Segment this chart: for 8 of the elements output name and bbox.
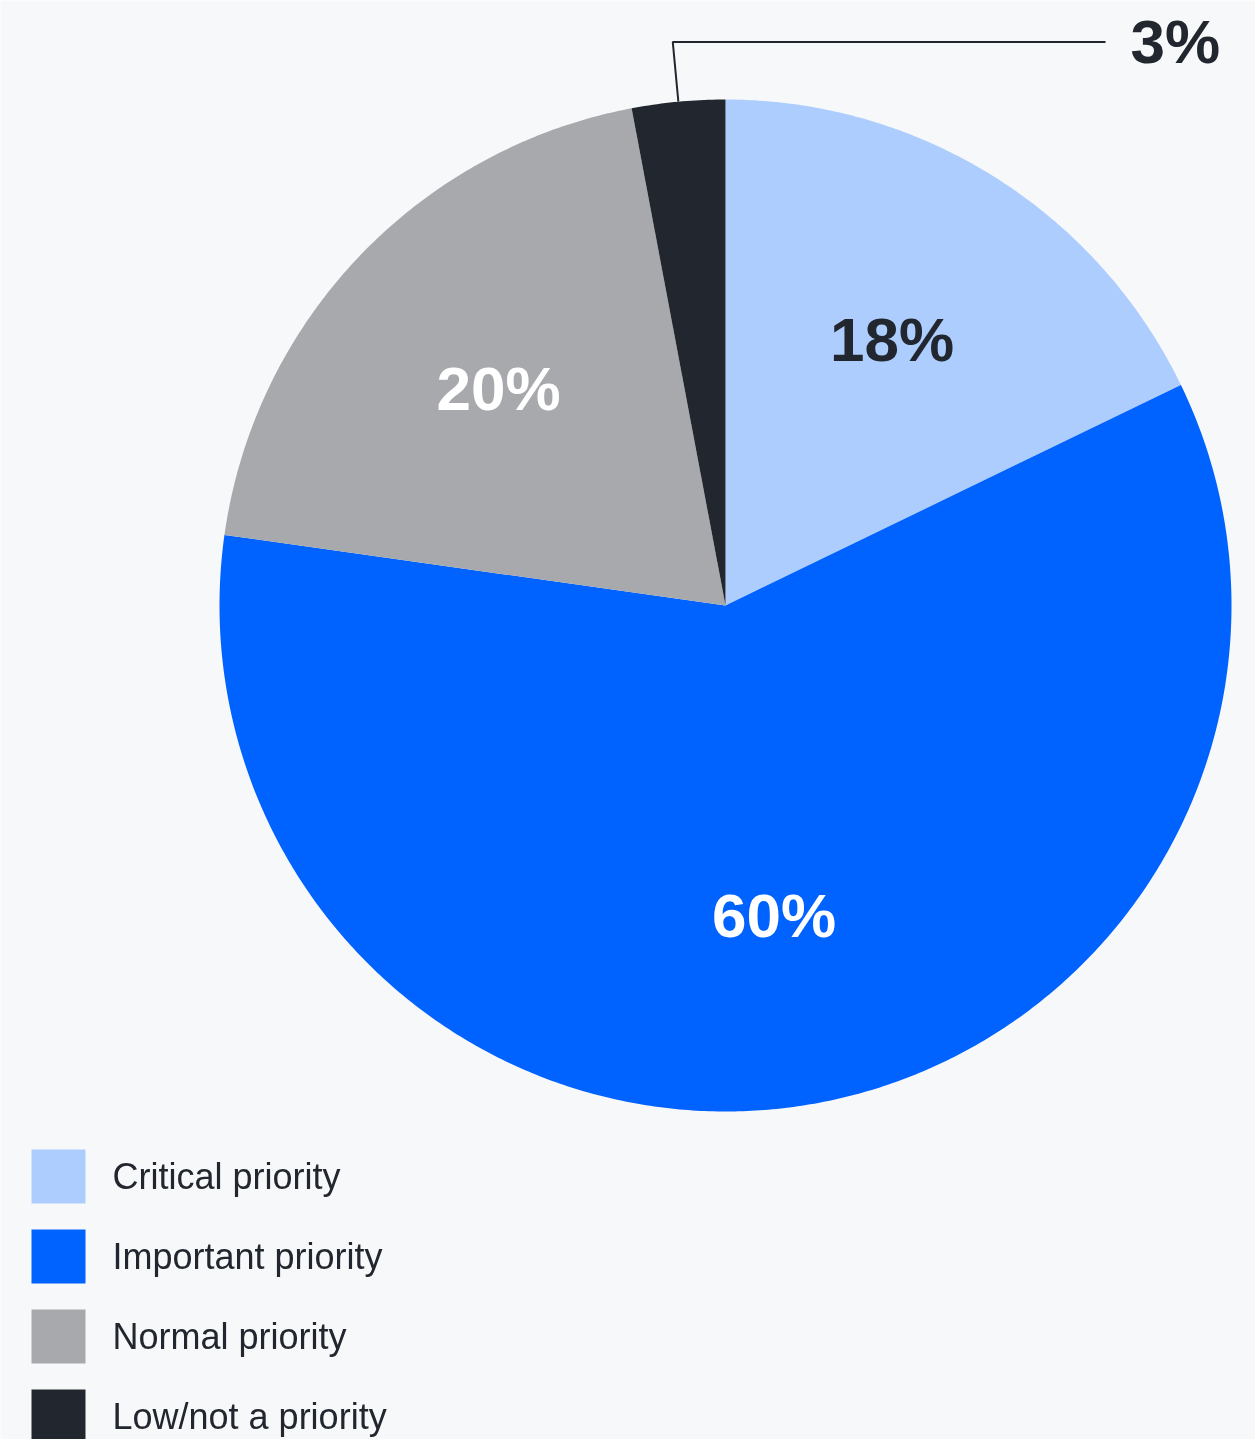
- data-label: 3%: [1130, 7, 1221, 77]
- data-label: 60%: [712, 880, 837, 950]
- legend-label: Critical priority: [112, 1156, 341, 1197]
- legend-label: Important priority: [112, 1236, 383, 1277]
- data-label: 20%: [436, 354, 561, 424]
- legend-label: Normal priority: [112, 1316, 347, 1357]
- data-label: 18%: [830, 305, 955, 375]
- legend-label: Low/not a priority: [112, 1396, 387, 1437]
